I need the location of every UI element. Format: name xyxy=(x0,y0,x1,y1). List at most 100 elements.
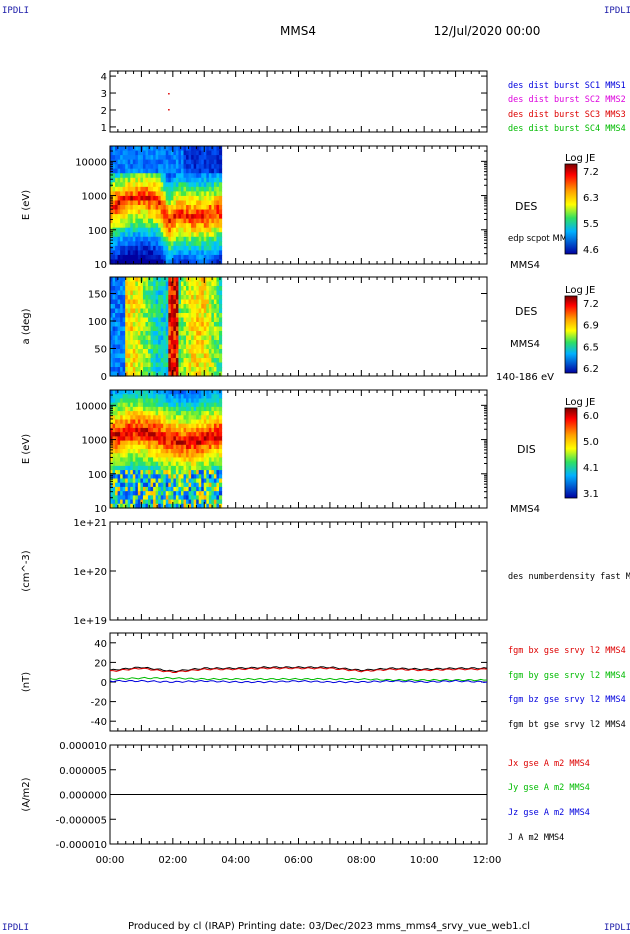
spectrogram-cell xyxy=(158,313,162,319)
spectrogram-cell xyxy=(160,358,164,364)
spectrogram-cell xyxy=(132,449,136,454)
spectrogram-cell xyxy=(193,461,197,467)
spectrogram-cell xyxy=(168,335,172,341)
spectrogram-cell xyxy=(148,398,152,404)
spectrogram-cell xyxy=(135,394,139,400)
spectrogram-cell xyxy=(122,411,126,416)
spectrogram-cell xyxy=(137,295,142,301)
spectrogram-cell xyxy=(145,499,149,505)
spectrogram-cell xyxy=(178,478,182,484)
spectrogram-cell xyxy=(168,470,172,475)
spectrogram-cell xyxy=(178,254,182,261)
spectrogram-cell xyxy=(191,358,195,364)
y-tick-label: 3 xyxy=(101,89,107,100)
spectrogram-cell xyxy=(186,440,190,446)
spectrogram-cell xyxy=(173,449,177,454)
spectrogram-cell xyxy=(180,317,185,323)
spectrogram-cell xyxy=(173,295,177,301)
spectrogram-cell xyxy=(178,503,182,509)
spectrogram-cell xyxy=(208,205,212,211)
spectrogram-cell xyxy=(163,470,167,475)
spectrogram-cell xyxy=(165,423,169,429)
spectrogram-cell xyxy=(153,155,157,161)
spectrogram-cell xyxy=(127,227,131,233)
spectrogram-cell xyxy=(216,177,220,183)
spectrogram-cell xyxy=(110,427,114,433)
spectrogram-cell xyxy=(142,164,147,170)
spectrogram-cell xyxy=(186,478,190,484)
spectrogram-cell xyxy=(132,423,136,429)
spectrogram-cell xyxy=(203,367,207,373)
spectrogram-cell xyxy=(140,344,144,350)
spectrogram-cell xyxy=(183,427,187,433)
spectrogram-cell xyxy=(186,236,190,242)
spectrogram-cell xyxy=(198,331,202,337)
spectrogram-cell xyxy=(122,317,126,323)
spectrogram-cell xyxy=(115,177,119,183)
spectrogram-cell xyxy=(132,390,136,395)
spectrogram-cell xyxy=(196,241,200,247)
spectrogram-cell xyxy=(170,415,174,421)
colorbar-dis-energy xyxy=(564,407,578,499)
spectrogram-cell xyxy=(178,349,182,355)
spectrogram-cell xyxy=(145,461,149,467)
spectrogram-cell xyxy=(132,150,136,156)
spectrogram-cell xyxy=(163,227,167,233)
spectrogram-cell xyxy=(112,218,116,224)
spectrogram-cell xyxy=(158,227,162,233)
spectrogram-cell xyxy=(206,177,210,183)
spectrogram-cell xyxy=(198,241,202,247)
spectrogram-cell xyxy=(127,444,131,450)
spectrogram-cell xyxy=(208,295,212,301)
spectrogram-cell xyxy=(211,491,215,496)
spectrogram-cell xyxy=(122,209,126,215)
spectrogram-cell xyxy=(145,470,149,475)
spectrogram-cell xyxy=(173,259,177,265)
colorbar-title: Log JE xyxy=(565,397,595,408)
spectrogram-cell xyxy=(208,344,212,350)
spectrogram-cell xyxy=(183,281,187,287)
spectrogram-cell xyxy=(168,299,172,305)
spectrogram-cell xyxy=(216,470,220,475)
spectrogram-cell xyxy=(132,371,136,377)
spectrogram-cell xyxy=(120,200,124,206)
spectrogram-cell xyxy=(142,146,147,152)
spectrogram-cell xyxy=(132,281,136,287)
spectrogram-cell xyxy=(193,398,197,404)
spectrogram-cell xyxy=(191,236,195,242)
spectrogram-cell xyxy=(125,465,129,471)
spectrogram-cell xyxy=(198,367,202,373)
spectrogram-cell xyxy=(135,436,139,442)
spectrogram-cell xyxy=(183,223,187,229)
spectrogram-cell xyxy=(122,245,126,251)
spectrogram-cell xyxy=(110,308,114,314)
spectrogram-cell xyxy=(150,419,154,425)
spectrogram-cell xyxy=(191,482,195,488)
spectrogram-cell xyxy=(186,371,190,377)
spectrogram-cell xyxy=(173,349,177,355)
spectrogram-cell xyxy=(203,390,207,395)
spectrogram-cell xyxy=(148,465,152,471)
spectrogram-cell xyxy=(160,191,164,197)
spectrogram-cell xyxy=(127,295,131,301)
spectrogram-cell xyxy=(145,322,149,328)
spectrogram-cell xyxy=(145,349,149,355)
spectrogram-cell xyxy=(186,308,190,314)
spectrogram-cell xyxy=(196,146,200,152)
spectrogram-cell xyxy=(201,362,205,368)
spectrogram-cell xyxy=(208,259,212,265)
spectrogram-cell xyxy=(218,195,223,202)
spectrogram-cell xyxy=(112,313,116,319)
spectrogram-cell xyxy=(145,482,149,488)
spectrogram-cell xyxy=(170,367,174,373)
spectrogram-cell xyxy=(201,232,205,238)
spectrogram-cell xyxy=(110,146,114,152)
spectrogram-cell xyxy=(122,432,126,437)
spectrogram-cell xyxy=(137,470,142,475)
spectrogram-cell xyxy=(148,313,152,319)
spectrogram-cell xyxy=(198,182,202,188)
spectrogram-cell xyxy=(165,482,169,488)
spectrogram-cell xyxy=(208,150,212,156)
spectrogram-cell xyxy=(150,322,154,328)
spectrogram-cell xyxy=(165,214,169,220)
